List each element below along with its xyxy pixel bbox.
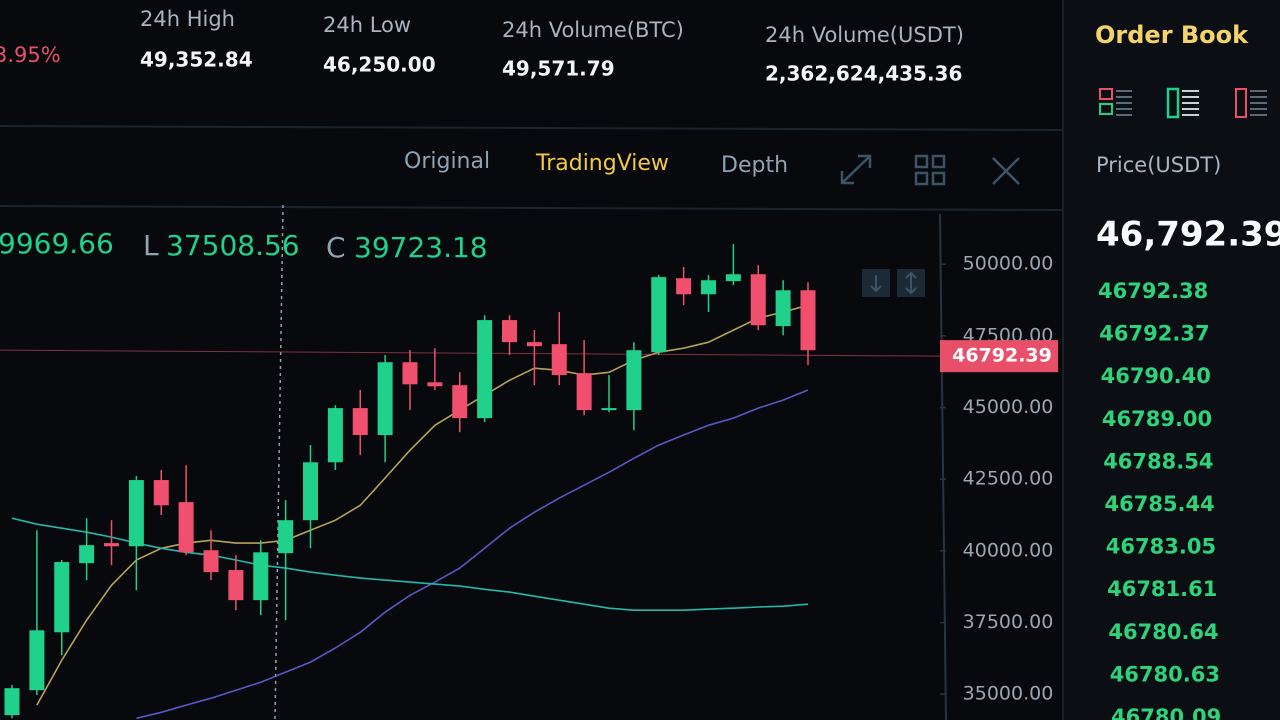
y-tick-label: 42500.00	[963, 468, 1054, 490]
candle-body	[725, 274, 741, 282]
candle-body	[576, 373, 592, 411]
order-book-price: 46792.37	[1099, 322, 1209, 346]
chart-button-icon	[905, 271, 917, 295]
candle-body	[178, 502, 194, 553]
stat-label: 24h Low	[323, 13, 411, 37]
candle-body	[228, 570, 244, 601]
chart-button-icon	[870, 275, 882, 293]
candle-body	[54, 562, 70, 633]
y-tick-label: 50000.00	[963, 253, 1054, 275]
ohlc-label: C	[326, 231, 346, 264]
y-axis-line	[939, 213, 947, 720]
order-book-price: 46788.54	[1103, 449, 1213, 473]
y-tick-label: 45000.00	[963, 396, 1054, 418]
tab[interactable]: Original	[404, 149, 490, 174]
candle-body	[402, 362, 418, 385]
last-price-tag	[940, 340, 1058, 373]
tab-active[interactable]: TradingView	[535, 151, 669, 176]
order-book-price: 46781.61	[1107, 577, 1217, 601]
price-change: 3.95%	[0, 43, 61, 67]
candle-body	[352, 408, 368, 436]
candle-body	[800, 290, 816, 351]
ohlc-high: 9969.66	[0, 227, 114, 260]
candle-body	[502, 320, 517, 343]
order-book-price: 46780.64	[1108, 620, 1218, 644]
candle-body	[775, 290, 791, 327]
crosshair	[274, 204, 284, 720]
candle-body	[477, 320, 493, 419]
stat-value: 2,362,624,435.36	[765, 62, 962, 86]
y-tick-label: 35000.00	[963, 683, 1054, 705]
header-divider	[0, 125, 1064, 131]
candle-body	[601, 408, 617, 411]
candle-body	[128, 480, 144, 547]
order-book-price: 46780.63	[1110, 662, 1220, 686]
ohlc-close: 39723.18	[354, 231, 488, 264]
expand-icon[interactable]	[840, 154, 872, 185]
last-price-tag-label: 46792.39	[952, 345, 1052, 367]
candle-body	[676, 278, 692, 295]
order-book-price: 46780.09	[1111, 705, 1221, 720]
candle-body	[651, 277, 667, 353]
candle-body	[427, 382, 443, 387]
tabs-divider	[0, 205, 1064, 211]
order-book-price: 46789.00	[1102, 407, 1212, 431]
moving-average-line	[36, 304, 809, 706]
stat-label: 24h Volume(USDT)	[765, 23, 964, 47]
candle-body	[327, 408, 343, 463]
ohlc-label: L	[143, 229, 159, 262]
order-book-price: 46783.05	[1106, 535, 1216, 559]
y-tick-label: 40000.00	[963, 539, 1054, 561]
candle-body	[377, 362, 393, 436]
last-price-line	[0, 349, 941, 357]
stat-label: 24h Volume(BTC)	[502, 18, 684, 42]
candle-body	[526, 342, 542, 347]
grid-icon[interactable]	[914, 154, 946, 186]
candle-body	[701, 280, 716, 295]
order-book-prices: 46792.38 46792.37 46790.40 46789.00 46788.54…	[1098, 279, 1221, 720]
layout-icons[interactable]	[1099, 87, 1267, 119]
candle-body	[750, 274, 766, 326]
y-tick-label: 37500.00	[963, 611, 1054, 633]
candle-body	[626, 350, 642, 411]
candle-body	[29, 630, 45, 691]
candle-body	[303, 462, 318, 521]
order-book-last-price: 46,792.39	[1096, 215, 1280, 255]
stat-value: 46,250.00	[323, 53, 436, 77]
candle-body	[203, 550, 219, 573]
candle-body	[153, 480, 169, 506]
order-book-column: Price(USDT)	[1096, 153, 1221, 177]
order-book-panel	[1064, 0, 1280, 720]
candle-body	[104, 543, 119, 547]
candle-body	[452, 385, 468, 419]
stat-value: 49,571.79	[502, 57, 615, 81]
candle-body	[278, 520, 294, 554]
candle-body	[4, 688, 20, 716]
order-book-title: Order Book	[1095, 21, 1249, 49]
order-book-price: 46792.38	[1098, 279, 1208, 303]
candle-body	[551, 344, 567, 376]
candle-body	[253, 552, 269, 601]
moving-average-line	[136, 389, 809, 720]
candle-body	[79, 545, 95, 564]
stat-label: 24h High	[140, 7, 235, 31]
stat-value: 49,352.84	[140, 48, 253, 72]
close-icon[interactable]	[992, 157, 1020, 185]
order-book-price: 46785.44	[1105, 492, 1215, 516]
ohlc-low: 37508.56	[166, 229, 300, 262]
moving-average-line	[11, 517, 809, 611]
order-book-price: 46790.40	[1101, 364, 1211, 388]
tab[interactable]: Depth	[721, 153, 788, 178]
